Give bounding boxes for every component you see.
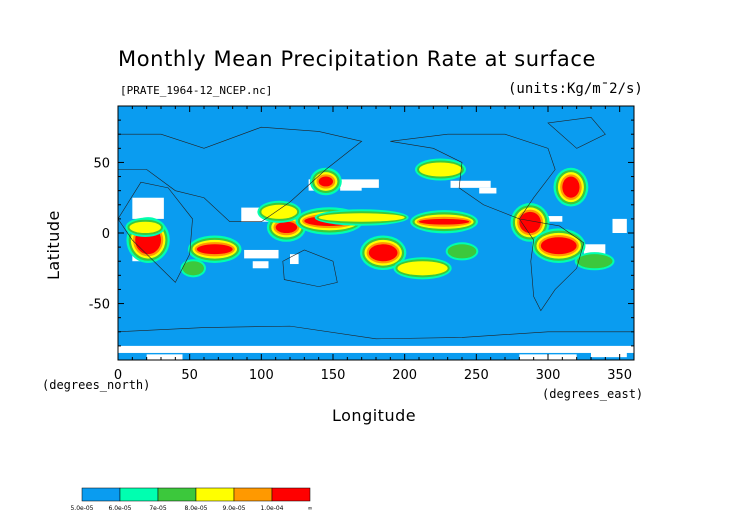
precip-region <box>318 176 334 187</box>
precip-region <box>275 221 298 234</box>
precip-band <box>447 244 477 259</box>
x-tick-label: 100 <box>249 368 274 383</box>
colorbar-swatch <box>157 487 197 502</box>
colorbar: 5.0e-05 6.0e-05 7e-05 8.0e-05 9.0e-05 1.0e-04… <box>70 487 313 512</box>
missing-patch <box>479 187 497 194</box>
coastline <box>117 325 634 340</box>
coastline <box>547 116 606 149</box>
colorbar-label: ∞ <box>308 505 313 512</box>
axis-ticks: 0 50 100 150 200 250 300 350 -50 0 50 <box>89 106 635 383</box>
missing-patch <box>290 254 299 265</box>
chart-title: Monthly Mean Precipitation Rate at surfa… <box>118 47 597 71</box>
colorbar-label: 9.0e-05 <box>222 505 245 512</box>
precip-band <box>182 261 204 276</box>
missing-patch <box>548 216 563 222</box>
y-tick-label: 50 <box>93 156 110 171</box>
missing-patch <box>612 218 627 233</box>
coastlines <box>117 116 634 340</box>
x-tick-label: 200 <box>392 368 417 383</box>
precip-band <box>318 213 405 222</box>
colorbar-label: 1.0e-04 <box>260 505 283 512</box>
x-tick-label: 250 <box>464 368 489 383</box>
missing-patch <box>118 345 634 353</box>
missing-patch <box>244 249 279 259</box>
colorbar-swatch <box>195 487 235 502</box>
precip-region <box>196 244 233 255</box>
precip-region <box>562 176 580 198</box>
x-tick-label: 0 <box>114 368 122 383</box>
precip-band <box>576 254 613 269</box>
colorbar-swatch <box>81 487 121 502</box>
precip-region <box>419 218 470 225</box>
precip-band <box>397 261 448 276</box>
y-tick-label: 0 <box>102 227 110 242</box>
missing-patch <box>146 354 183 360</box>
precip-region <box>519 211 541 234</box>
colorbar-label: 5.0e-05 <box>70 505 93 512</box>
x-unit-label: (degrees_east) <box>542 387 644 401</box>
coastline <box>518 218 585 312</box>
precip-regions <box>125 158 615 280</box>
coastline <box>390 133 556 220</box>
precip-band <box>419 162 462 177</box>
y-tick-label: -50 <box>89 298 110 313</box>
colorbar-swatch <box>119 487 159 502</box>
missing-patch <box>252 261 269 269</box>
colorbar-label: 7e-05 <box>149 505 166 512</box>
precip-band <box>261 204 298 219</box>
missing-patch <box>583 244 606 255</box>
x-tick-label: 350 <box>607 368 632 383</box>
coastline <box>117 126 363 223</box>
missing-patch <box>340 183 362 191</box>
colorbar-label: 8.0e-05 <box>184 505 207 512</box>
x-tick-label: 50 <box>181 368 198 383</box>
x-tick-label: 300 <box>536 368 561 383</box>
missing-patch <box>132 197 164 219</box>
precip-region <box>368 244 398 262</box>
colorbar-label: 6.0e-05 <box>108 505 131 512</box>
chart-subtitle: [PRATE_1964-12_NCEP.nc] <box>120 84 273 97</box>
coastline <box>282 249 338 287</box>
colorbar-swatch <box>233 487 273 502</box>
coastline <box>117 181 193 283</box>
x-tick-label: 150 <box>321 368 346 383</box>
precip-region <box>540 237 577 255</box>
missing-patch <box>450 180 491 188</box>
y-unit-label: (degrees_north) <box>42 378 151 392</box>
colorbar-swatch <box>271 487 311 502</box>
missing-patch <box>591 351 627 358</box>
units-label: (units:Kg/m¯2/s) <box>508 81 643 97</box>
precip-band <box>129 221 161 234</box>
x-axis-label: Longitude <box>332 406 417 425</box>
